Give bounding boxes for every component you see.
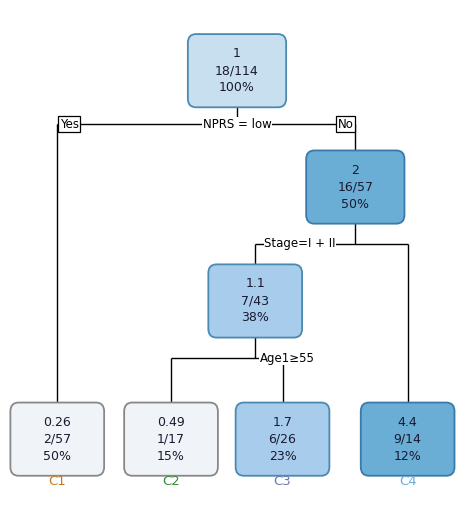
Text: 4.4
9/14
12%: 4.4 9/14 12%: [394, 416, 421, 463]
FancyBboxPatch shape: [306, 150, 404, 224]
Text: Age1≥55: Age1≥55: [260, 351, 315, 365]
FancyBboxPatch shape: [10, 402, 104, 476]
Text: NPRS = low: NPRS = low: [202, 118, 272, 130]
Text: 1.1
7/43
38%: 1.1 7/43 38%: [241, 277, 269, 325]
Text: C1: C1: [48, 475, 66, 488]
Text: C3: C3: [273, 475, 292, 488]
Text: No: No: [337, 118, 354, 130]
Text: C2: C2: [162, 475, 180, 488]
Text: 1
18/114
100%: 1 18/114 100%: [215, 47, 259, 94]
Text: Yes: Yes: [60, 118, 79, 130]
FancyBboxPatch shape: [124, 402, 218, 476]
FancyBboxPatch shape: [209, 265, 302, 337]
FancyBboxPatch shape: [188, 34, 286, 107]
FancyBboxPatch shape: [236, 402, 329, 476]
Text: 0.49
1/17
15%: 0.49 1/17 15%: [157, 416, 185, 463]
Text: C4: C4: [399, 475, 417, 488]
Text: 2
16/57
50%: 2 16/57 50%: [337, 164, 374, 211]
Text: Stage=I + II: Stage=I + II: [264, 237, 336, 250]
Text: 1.7
6/26
23%: 1.7 6/26 23%: [269, 416, 296, 463]
Text: 0.26
2/57
50%: 0.26 2/57 50%: [43, 416, 71, 463]
FancyBboxPatch shape: [361, 402, 455, 476]
